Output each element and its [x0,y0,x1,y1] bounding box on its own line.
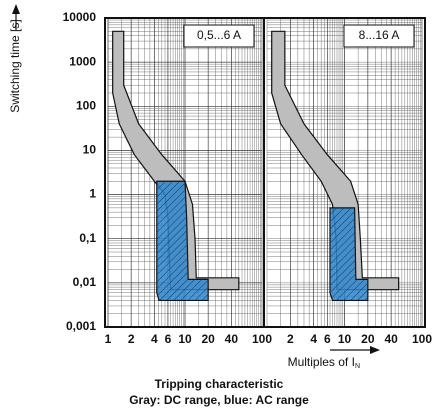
x-tick-label: 20 [361,332,375,346]
x-axis-label: Multiples of IN [288,355,360,370]
chart-title: Tripping characteristic [155,377,284,391]
band [271,30,400,291]
x-axis-label-sub: N [355,363,360,370]
x-axis-label-main: Multiples of I [288,355,355,369]
y-tick-label: 100 [76,98,96,112]
annotation-box [183,24,255,48]
y-tick-label: 0,01 [73,275,97,289]
x-tick-label: 100 [412,332,432,346]
annotation: 8...16 A [359,28,400,42]
y-tick-label: 0,1 [79,231,96,245]
band-hatch [330,207,368,301]
x-tick-label: 1 [105,332,112,346]
chart-subtitle: Gray: DC range, blue: AC range [129,393,309,407]
x-tick-label: 10 [338,332,352,346]
x-tick-label: 20 [201,332,215,346]
x-tick-label: 4 [310,332,317,346]
x-tick-label: 100 [252,332,272,346]
annotation: 0,5...6 A [197,28,241,42]
y-arrow-head [12,4,20,14]
band-hatch [156,181,209,301]
x-tick-label: 2 [128,332,135,346]
x-tick-label: 2 [287,332,294,346]
annotation-box [343,24,415,48]
y-tick-label: 10000 [63,10,97,24]
x-tick-label: 40 [225,332,239,346]
x-arrow-head [370,346,380,354]
x-tick-label: 6 [324,332,331,346]
y-tick-label: 1000 [69,54,96,68]
x-tick-label: 6 [165,332,172,346]
plot-frame [263,17,426,328]
y-tick-label: 10 [83,143,97,157]
y-tick-label: 1 [89,187,96,201]
x-tick-label: 40 [384,332,398,346]
y-axis-label: Switching time [s] [8,19,22,112]
x-tick-label: 10 [178,332,192,346]
y-tick-label: 0,001 [66,319,96,333]
x-tick-label: 4 [151,332,158,346]
